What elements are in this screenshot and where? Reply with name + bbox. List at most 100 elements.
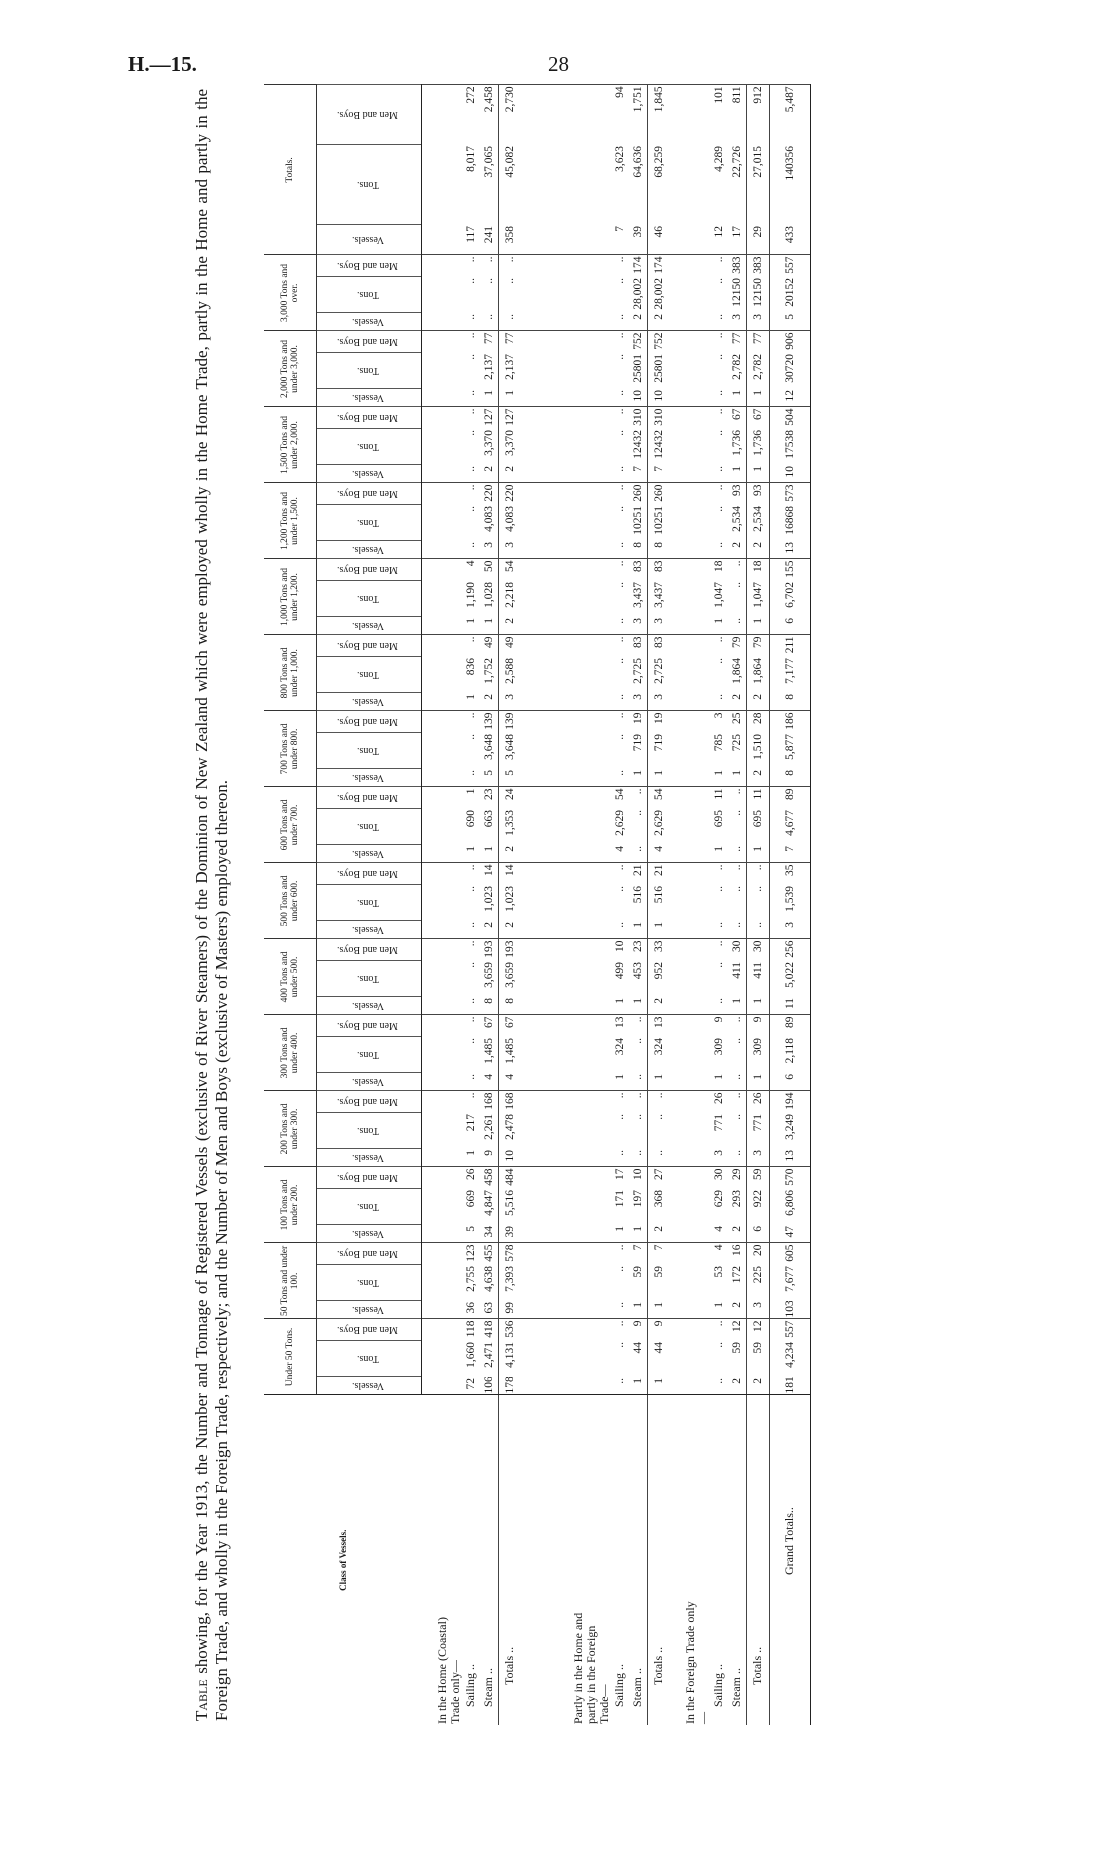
empty-cell [521,961,611,997]
men-and-boys-cell: 26 [461,1166,480,1189]
tons-cell: 2,782 [746,352,769,389]
vessels-cell: 1 [647,1377,670,1395]
vessels-cell: 8 [647,540,670,559]
men-and-boys-header: Men and Boys. [316,1090,422,1113]
vessels-cell: 3 [769,920,810,939]
empty-cell [422,225,462,255]
row-label: In the Home (Coastal) Trade only— [421,1395,462,1725]
vessels-cell: 10 [647,388,670,407]
tons-cell: 1,485 [482,1037,495,1064]
tons-cell: 172 [730,1265,743,1284]
vessels-cell: 1 [712,1301,725,1308]
vessels-cell: 7 [769,844,810,863]
men-and-boys-cell: .. [610,1090,629,1113]
vessels-cell: 10 [498,1148,521,1167]
tons-cell: 44 [647,1341,670,1377]
table-row: Totals .. 178 4,131 536 99 7,393 578 39 5,516 484… [498,84,521,1725]
tons-header: Tons. [316,1264,422,1301]
tons-cell: 3,648 [498,732,521,769]
empty-cell [422,581,462,617]
empty-cell [670,313,710,331]
vessels-cell: 10 [769,464,810,483]
empty-cell [521,1377,611,1395]
men-and-boys-cell: 30 [727,938,746,961]
vessels-cell: 2 [631,313,644,320]
vessels-cell: 1 [482,389,495,396]
men-and-boys-cell: 16 [727,1242,746,1265]
men-and-boys-cell: .. [461,330,480,353]
tons-cell: 37,065 [482,145,495,178]
men-and-boys-header: Men and Boys. [316,330,422,353]
empty-cell [669,786,710,809]
vessels-cell: .. [712,541,725,548]
tons-cell: .. [647,1112,670,1149]
men-and-boys-cell: .. [709,634,728,657]
tons-cell: .. [712,353,725,360]
men-and-boys-cell: 155 [769,558,810,581]
tons-cell: .. [712,657,725,664]
vessels-cell: 39 [631,225,644,238]
empty-cell [422,733,462,769]
men-and-boys-cell: 418 [479,1318,498,1341]
tons-cell: 719 [631,733,644,752]
tons-cell: 836 [464,657,477,676]
tons-header: Tons. [316,352,422,389]
vessels-cell: 1 [464,693,477,700]
vessels-cell: 13 [769,1148,810,1167]
vessels-header: Vessels. [316,224,422,255]
size-group-header: 500 Tons and under 600. [264,862,317,939]
empty-cell [422,1265,462,1301]
men-and-boys-cell: 77 [479,330,498,353]
men-and-boys-cell: .. [610,330,629,353]
tons-cell: 2,137 [498,352,521,389]
tons-cell: .. [613,733,626,740]
tons-cell: 3,437 [647,580,670,617]
tons-cell: 499 [613,961,626,980]
vessels-cell: 9 [482,1149,495,1156]
vessels-cell: 433 [769,224,810,255]
tons-cell: 453 [631,961,644,980]
vessels-cell: 29 [746,224,769,255]
tons-cell: 12432 [631,429,644,459]
vessels-cell: 2 [498,920,521,939]
tons-cell: 3,370 [498,428,521,465]
tons-cell: 59 [647,1264,670,1301]
vessels-cell: .. [464,769,477,776]
vessels-cell: 36 [464,1301,477,1314]
men-and-boys-cell: 174 [647,254,670,277]
tons-cell: .. [613,353,626,360]
vessels-cell: .. [631,1149,644,1156]
tons-header: Tons. [316,144,422,225]
empty-cell [670,1265,710,1301]
tons-cell: 516 [631,885,644,904]
empty-cell [421,558,462,581]
men-and-boys-cell: 2,458 [479,84,498,145]
men-and-boys-cell: .. [610,634,629,657]
men-and-boys-cell: .. [461,1090,480,1113]
size-group-header: 1,200 Tons and under 1,500. [264,482,317,559]
tons-cell: 5,022 [769,960,810,997]
tons-cell: 1,485 [498,1036,521,1073]
tons-cell: .. [631,1037,644,1044]
tons-cell: .. [712,885,725,892]
vessels-cell: 1 [730,997,743,1004]
vessels-cell: .. [613,465,626,472]
tons-cell: 30720 [769,352,810,389]
men-and-boys-cell: 139 [479,710,498,733]
tons-cell: 28,002 [631,277,644,310]
men-and-boys-cell: 59 [746,1166,769,1189]
tons-cell: 4,847 [482,1189,495,1216]
men-and-boys-cell: 35 [769,862,810,885]
vessels-cell: 2 [482,693,495,700]
vessels-cell: 5 [464,1225,477,1232]
tons-cell: 59 [730,1342,743,1354]
row-label: Grand Totals.. [769,1395,810,1725]
vessels-cell: .. [464,921,477,928]
tons-cell: 293 [730,1189,743,1208]
vessels-cell: .. [712,693,725,700]
vessels-cell: 2 [498,464,521,483]
size-group-header: 800 Tons and under 1,000. [264,634,317,711]
empty-cell [670,733,710,769]
tons-cell: 368 [647,1188,670,1225]
men-and-boys-cell: 752 [628,330,647,353]
